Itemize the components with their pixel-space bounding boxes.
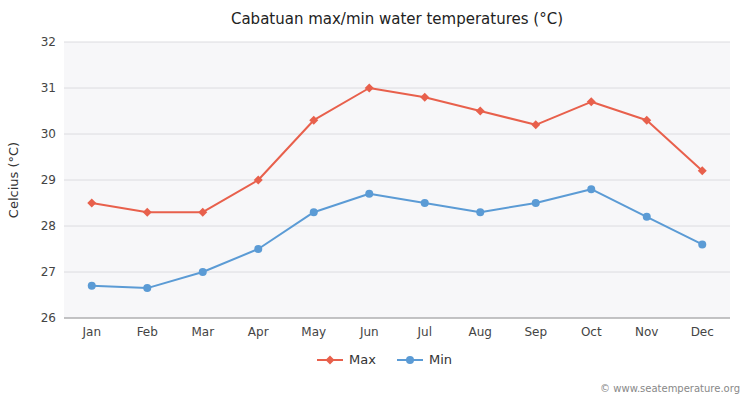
x-tick-label: Feb	[137, 325, 158, 339]
series-marker	[642, 116, 651, 125]
series-marker	[88, 282, 96, 290]
series-line	[92, 189, 703, 288]
grid-line	[64, 88, 730, 89]
series-marker	[587, 185, 595, 193]
series-marker	[365, 190, 373, 198]
y-tick-label: 27	[41, 265, 56, 279]
y-tick-label: 28	[41, 219, 56, 233]
y-axis-label: Celcius (°C)	[6, 142, 21, 218]
x-tick-label: Apr	[248, 325, 269, 339]
series-marker	[587, 97, 596, 106]
x-tick-label: Nov	[635, 325, 658, 339]
legend-item: Min	[397, 352, 452, 367]
series-marker	[476, 208, 484, 216]
x-tick-label: Jun	[359, 325, 379, 339]
legend-item: Max	[317, 352, 376, 367]
series-marker	[254, 176, 263, 185]
series-marker	[365, 84, 374, 93]
series-marker	[698, 240, 706, 248]
x-tick-label: Jul	[417, 325, 432, 339]
x-tick-label: Sep	[524, 325, 547, 339]
data	[87, 84, 707, 293]
x-tick-label: May	[301, 325, 326, 339]
grid-line	[64, 318, 730, 319]
grid-line	[64, 226, 730, 227]
x-tick-label: Dec	[691, 325, 714, 339]
y-tick-label: 31	[41, 81, 56, 95]
y-tick-label: 30	[41, 127, 56, 141]
series-marker	[199, 268, 207, 276]
series-marker	[643, 213, 651, 221]
grid-line	[64, 180, 730, 181]
page: {"chart_data": { "type": "line", "title"…	[0, 0, 750, 400]
grid-line	[64, 134, 730, 135]
legend-label: Max	[349, 352, 376, 367]
y-tick-label: 29	[41, 173, 56, 187]
x-tick-label: Oct	[581, 325, 602, 339]
series-marker	[143, 208, 152, 217]
x-ticks: Jan Feb Mar Apr May Jun Jul Aug Sep Oct Nov Dec	[82, 325, 714, 339]
legend-marker	[406, 356, 414, 364]
x-axis-line	[64, 318, 730, 319]
series-marker	[476, 107, 485, 116]
series-line	[92, 88, 703, 212]
legend-label: Min	[429, 352, 452, 367]
series-marker	[698, 166, 707, 175]
series-marker	[198, 208, 207, 217]
x-tick-label: Mar	[191, 325, 214, 339]
legend: Max Min	[317, 352, 452, 367]
legend-marker	[326, 356, 335, 365]
grid-line	[64, 272, 730, 273]
plot-background	[64, 42, 730, 318]
series-marker	[532, 199, 540, 207]
series-marker	[531, 120, 540, 129]
series-marker	[254, 245, 262, 253]
grid-line	[64, 42, 730, 43]
x-tick-label: Jan	[82, 325, 102, 339]
y-tick-label: 26	[41, 311, 56, 325]
x-tick-label: Aug	[469, 325, 492, 339]
series-marker	[421, 199, 429, 207]
y-tick-label: 32	[41, 35, 56, 49]
series-marker	[420, 93, 429, 102]
series-marker	[143, 284, 151, 292]
grid	[64, 42, 730, 318]
chart: Cabatuan max/min water temperatures (°C)…	[0, 0, 750, 400]
y-ticks: 26 27 28 29 30 31 32	[41, 35, 56, 325]
series-marker	[309, 116, 318, 125]
series-marker	[87, 199, 96, 208]
watermark: © www.seatemperature.org	[600, 383, 740, 394]
series-marker	[310, 208, 318, 216]
title: Cabatuan max/min water temperatures (°C)	[231, 10, 563, 28]
